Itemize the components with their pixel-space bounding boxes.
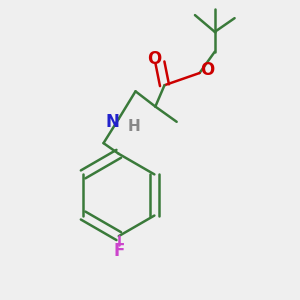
Text: H: H [128, 119, 140, 134]
Text: F: F [113, 242, 124, 260]
Text: O: O [147, 50, 161, 68]
Text: N: N [106, 113, 120, 131]
Text: O: O [200, 61, 214, 79]
